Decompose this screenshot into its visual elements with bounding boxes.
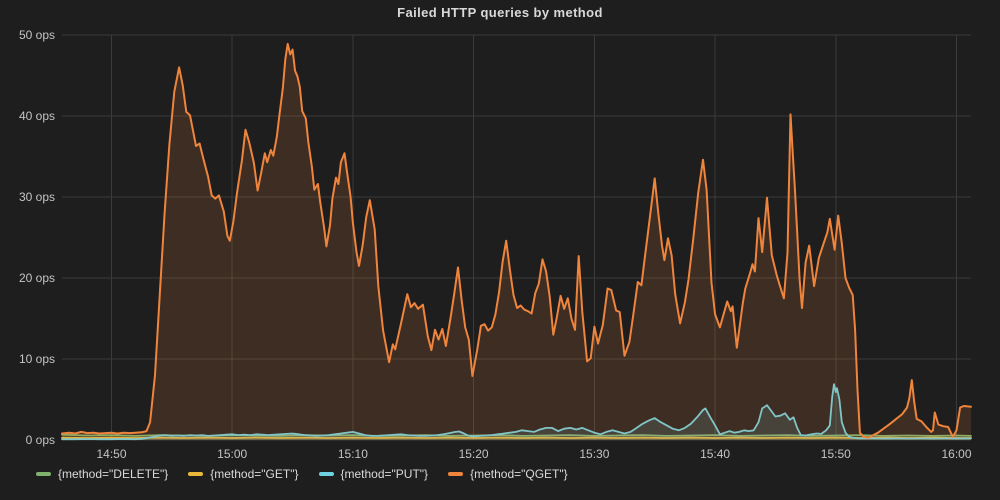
series-color-swatch-put [318,472,334,476]
legend-item-put[interactable]: {method="PUT"} [318,467,429,481]
x-tick-label: 15:20 [459,447,489,461]
legend: {method="DELETE"} {method="GET"} {method… [36,467,568,481]
x-tick-label: 15:30 [579,447,609,461]
y-tick-label: 50 ops [19,28,55,42]
legend-item-qget[interactable]: {method="QGET"} [448,467,568,481]
series-line-method-put[interactable] [61,383,972,441]
series-color-swatch-qget [448,472,464,476]
legend-item-get[interactable]: {method="GET"} [188,467,299,481]
legend-label-get: {method="GET"} [210,467,299,481]
page-title: Failed HTTP queries by method [397,5,603,20]
legend-label-qget: {method="QGET"} [470,467,568,481]
x-tick-label: 16:00 [941,447,971,461]
axis-labels: 0 ops 10 ops 20 ops 30 ops 40 ops 50 ops 14:50… [19,28,972,461]
series-color-swatch-delete [36,472,51,476]
y-tick-label: 10 ops [19,352,55,366]
x-tick-label: 15:00 [217,447,247,461]
legend-label-put: {method="PUT"} [340,467,429,481]
series-color-swatch-get [188,472,204,476]
y-tick-label: 30 ops [19,190,55,204]
x-tick-label: 14:50 [96,447,126,461]
legend-item-delete[interactable]: {method="DELETE"} [36,467,168,481]
x-tick-label: 15:40 [700,447,730,461]
series-line-method-qget[interactable] [61,42,972,439]
y-tick-label: 40 ops [19,109,55,123]
x-tick-label: 15:10 [338,447,368,461]
y-tick-label: 20 ops [19,271,55,285]
x-tick-label: 15:50 [821,447,851,461]
legend-label-delete: {method="DELETE"} [58,467,169,481]
series-area-method-qget [62,43,971,441]
y-tick-label: 0 ops [26,433,55,447]
